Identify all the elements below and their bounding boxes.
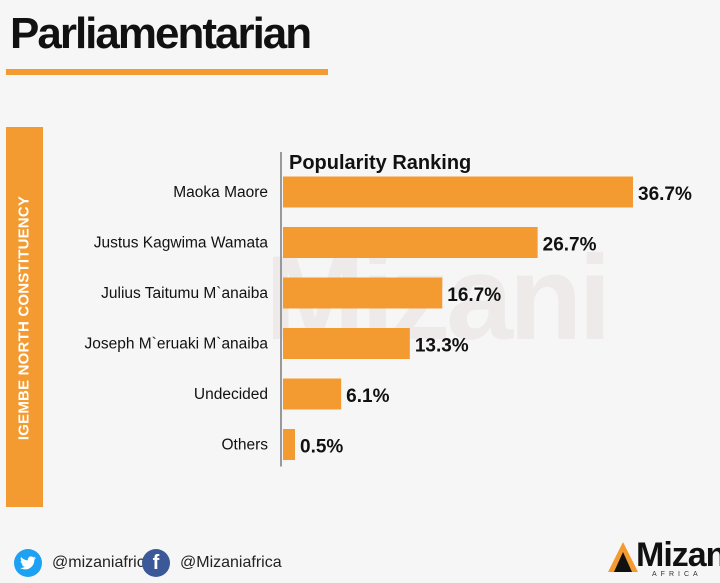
category-label: Julius Taitumu M`anaiba [101,285,268,302]
constituency-banner [6,127,43,507]
logo-subtitle: AFRICA [652,571,702,578]
category-label: Others [221,437,268,454]
category-label: Maoka Maore [173,184,268,201]
facebook-link[interactable]: f @Mizaniafrica [142,548,282,578]
data-label: 16.7% [447,285,501,306]
data-label: 13.3% [415,336,469,357]
title-underline [6,69,328,75]
data-label: 6.1% [346,386,389,407]
category-label: Joseph M`eruaki M`anaiba [84,336,268,353]
bar [283,328,410,359]
twitter-icon [14,549,42,577]
bar [283,277,443,309]
category-label: Justus Kagwima Wamata [94,235,269,252]
bar [283,378,342,410]
chart-title: Popularity Ranking [289,152,471,174]
bar [283,176,633,208]
twitter-link[interactable]: @mizaniafrica [14,548,154,578]
data-label: 0.5% [300,437,343,458]
twitter-handle: @mizaniafrica [52,554,154,571]
facebook-icon: f [142,549,170,577]
bar [283,429,295,460]
category-label: Undecided [194,386,268,403]
mizani-logo: Mizani AFRICA [606,534,720,580]
data-label: 36.7% [638,184,692,205]
facebook-handle: @Mizaniafrica [180,554,282,571]
data-label: 26.7% [543,235,597,256]
bar [283,227,538,258]
logo-mark-icon [608,542,638,572]
logo-wordmark: Mizani [636,536,720,574]
page-title: Parliamentarian [10,9,312,58]
